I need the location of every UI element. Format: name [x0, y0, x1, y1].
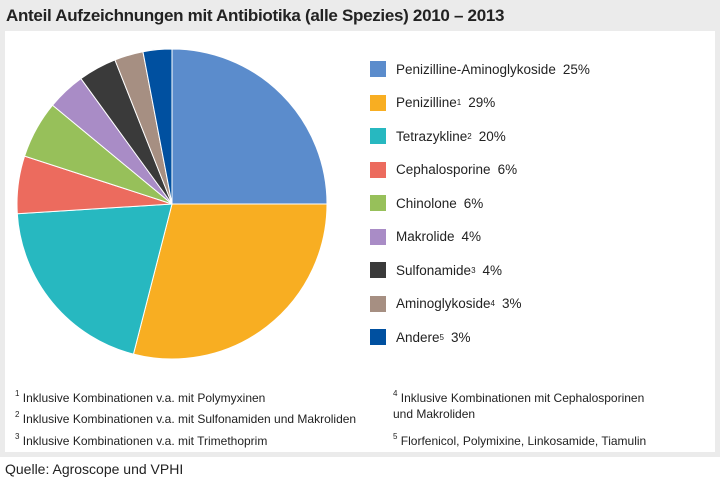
legend-label: Aminoglykoside [396, 296, 491, 311]
chart-panel: Penizilline-Aminoglykoside 25% Penizilline… [5, 31, 715, 452]
legend-value: 6% [497, 162, 518, 177]
legend-label: Cephalosporine [396, 162, 491, 177]
legend-label: Penizilline-Aminoglykoside [396, 61, 556, 77]
legend-value: 3% [502, 296, 522, 311]
legend-item: Chinolone 6% [370, 195, 483, 211]
legend-swatch [370, 329, 386, 345]
legend-swatch [370, 195, 386, 211]
legend-label: Penizilline [396, 95, 457, 110]
legend-item: Cephalosporine 6% [370, 161, 518, 178]
legend-footnote-ref: 5 [439, 332, 444, 342]
chart-title: Anteil Aufzeichnungen mit Antibiotika (a… [6, 6, 505, 25]
legend-item: Makrolide 4% [370, 228, 482, 245]
legend-item: Penizilline 1 29% [370, 94, 496, 111]
legend-value: 3% [451, 329, 471, 345]
legend-swatch [370, 295, 386, 312]
legend-footnote-ref: 2 [467, 131, 472, 141]
footnote-1: 1 Inklusive Kombinationen v.a. mit Polym… [15, 389, 266, 405]
legend-value: 4% [482, 262, 503, 278]
legend-item: Andere 5 3% [370, 329, 471, 345]
legend-swatch [370, 228, 386, 245]
legend-footnote-ref: 4 [490, 299, 495, 308]
legend-swatch [370, 61, 386, 77]
pie-slice-andere [142, 48, 173, 205]
legend-swatch [370, 94, 386, 111]
footnote-4: 4 Inklusive Kombinationen mit Cephalospo… [393, 389, 645, 421]
legend-value: 20% [478, 128, 506, 144]
legend-swatch [370, 262, 386, 278]
legend-footnote-ref: 1 [456, 98, 462, 107]
legend-label: Sulfonamide [396, 262, 472, 278]
pie-slice-penizilline-aminoglykoside [171, 48, 328, 205]
legend-swatch [370, 128, 386, 144]
legend-label: Chinolone [396, 195, 457, 211]
legend-value: 6% [463, 195, 484, 211]
legend-label: Tetrazykline [396, 128, 468, 144]
legend-footnote-ref: 3 [471, 265, 476, 275]
source-note: Quelle: Agroscope und VPHI [5, 461, 184, 477]
legend-label: Andere [396, 329, 440, 345]
legend-swatch [370, 161, 386, 178]
legend-value: 25% [562, 61, 590, 77]
footnote-3: 3 Inklusive Kombinationen v.a. mit Trime… [15, 432, 268, 448]
legend-item: Aminoglykoside 4 3% [370, 295, 522, 312]
footnote-5: 5 Florfenicol, Polymixine, Linkosamide, … [393, 432, 647, 448]
pie-slice-penizilline [132, 203, 328, 360]
legend-value: 4% [461, 229, 482, 244]
pie-chart [16, 48, 328, 360]
footnote-2: 2 Inklusive Kombinationen v.a. mit Sulfo… [15, 410, 357, 426]
legend-item: Penizilline-Aminoglykoside 25% [370, 61, 590, 77]
pie-slice-tetrazykline [16, 203, 173, 355]
legend-value: 29% [468, 95, 496, 110]
legend-item: Sulfonamide 3 4% [370, 262, 502, 278]
legend-item: Tetrazykline 2 20% [370, 128, 506, 144]
legend-label: Makrolide [396, 229, 455, 244]
